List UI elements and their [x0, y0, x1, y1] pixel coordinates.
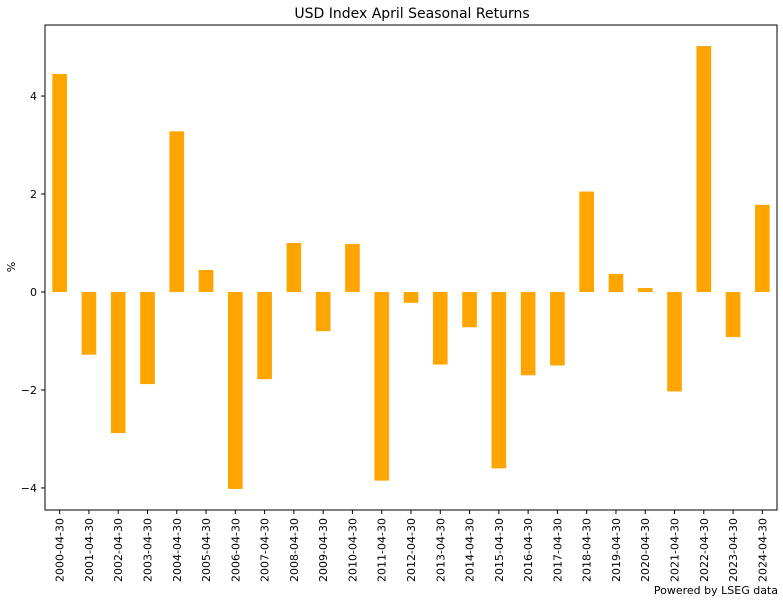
x-tick-label: 2023-04-30 — [727, 518, 740, 582]
x-tick-label: 2002-04-30 — [112, 518, 125, 582]
x-tick-label: 2019-04-30 — [610, 518, 623, 582]
x-tick-label: 2009-04-30 — [317, 518, 330, 582]
x-tick-label: 2003-04-30 — [141, 518, 154, 582]
y-tick-label: −2 — [21, 384, 37, 397]
bar-2014-04-30 — [462, 291, 477, 328]
x-tick-label: 2015-04-30 — [493, 518, 506, 582]
x-tick-label: 2017-04-30 — [551, 518, 564, 582]
bar-2018-04-30 — [579, 191, 594, 292]
x-tick-label: 2022-04-30 — [698, 518, 711, 582]
x-tick-label: 2010-04-30 — [346, 518, 359, 582]
bar-2003-04-30 — [140, 291, 155, 385]
x-tick-label: 2024-04-30 — [756, 518, 769, 582]
bar-2023-04-30 — [725, 291, 741, 338]
bar-2007-04-30 — [257, 291, 272, 380]
bar-2020-04-30 — [637, 288, 653, 292]
x-tick-label: 2018-04-30 — [581, 518, 594, 582]
x-axis-ticks: 2000-04-30 2001-04-30 2002-04-30 2003-04-30… — [54, 510, 769, 582]
bar-2001-04-30 — [81, 291, 97, 355]
bar-2013-04-30 — [432, 291, 448, 365]
bar-2005-04-30 — [198, 269, 214, 292]
bar-2004-04-30 — [169, 131, 185, 292]
x-tick-label: 2004-04-30 — [171, 518, 184, 582]
bar-2016-04-30 — [520, 291, 536, 376]
bar-2010-04-30 — [345, 243, 360, 292]
y-tick-label: 0 — [30, 286, 37, 299]
bar-2008-04-30 — [286, 243, 302, 292]
x-tick-label: 2012-04-30 — [405, 518, 418, 582]
x-tick-label: 2001-04-30 — [83, 518, 96, 582]
x-tick-label: 2016-04-30 — [522, 518, 535, 582]
x-tick-label: 2011-04-30 — [376, 518, 389, 582]
plot-frame — [44, 24, 778, 511]
footer-attribution: Powered by LSEG data — [654, 584, 778, 597]
y-axis-ticks: −4 −2 0 2 4 — [21, 90, 45, 495]
bar-2015-04-30 — [491, 291, 507, 469]
chart-title: USD Index April Seasonal Returns — [294, 6, 529, 22]
y-axis-label: % — [5, 262, 18, 272]
bar-2012-04-30 — [403, 291, 419, 303]
bar-2006-04-30 — [228, 291, 243, 489]
x-tick-label: 2007-04-30 — [259, 518, 272, 582]
bar-2019-04-30 — [608, 273, 624, 292]
bar-2009-04-30 — [315, 291, 331, 332]
bar-2024-04-30 — [755, 204, 770, 292]
x-tick-label: 2005-04-30 — [200, 518, 213, 582]
x-tick-label: 2000-04-30 — [54, 518, 67, 582]
x-tick-label: 2008-04-30 — [288, 518, 301, 582]
x-tick-label: 2006-04-30 — [229, 518, 242, 582]
bar-2021-04-30 — [667, 291, 682, 392]
x-tick-label: 2013-04-30 — [434, 518, 447, 582]
x-tick-label: 2014-04-30 — [464, 518, 477, 582]
bars-group — [52, 46, 770, 489]
x-tick-label: 2021-04-30 — [669, 518, 682, 582]
x-tick-label: 2020-04-30 — [639, 518, 652, 582]
bar-2022-04-30 — [696, 46, 712, 292]
y-tick-label: 4 — [30, 90, 37, 103]
bar-2017-04-30 — [550, 291, 565, 366]
bar-2002-04-30 — [110, 291, 126, 434]
y-tick-label: −4 — [21, 482, 37, 495]
bar-2000-04-30 — [52, 73, 67, 293]
bar-2011-04-30 — [374, 291, 390, 481]
y-tick-label: 2 — [30, 188, 37, 201]
